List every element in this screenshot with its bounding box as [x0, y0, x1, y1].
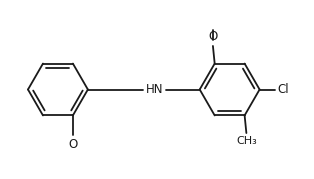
- Text: CH₃: CH₃: [236, 136, 257, 146]
- Text: O: O: [208, 30, 218, 43]
- Text: Cl: Cl: [277, 83, 289, 96]
- Text: O: O: [68, 138, 78, 151]
- Text: HN: HN: [146, 83, 164, 96]
